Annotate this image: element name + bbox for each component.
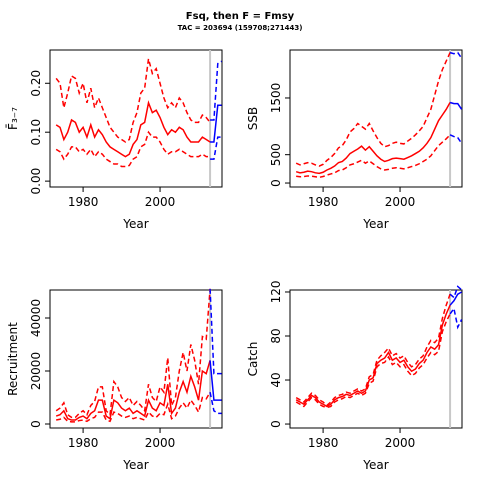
x-tick-label: 2000 [145,195,176,209]
series-line [55,130,211,168]
series-line [295,293,451,407]
series-line [295,313,451,409]
series-line [209,360,222,401]
y-tick-label: 0.10 [29,119,43,146]
x-axis-label: Year [362,458,388,472]
series-line [55,288,211,419]
y-tick-label: 80 [269,328,283,343]
series-line [295,52,451,167]
x-tick-label: 1980 [68,195,99,209]
plot-frame [49,289,223,429]
y-tick-label: 0.20 [29,70,43,97]
plot-frame [289,49,463,188]
y-tick-label: 0 [29,420,43,428]
y-tick-label: 120 [269,281,283,304]
y-axis-label: F̄₃₋₇ [6,107,20,130]
plot-frame [289,289,463,429]
series-line [295,304,451,408]
x-tick-label: 2000 [385,436,416,450]
plot-frame [49,49,223,188]
series-line [55,100,211,158]
panel: 1980 2000 0 500 1500 Year SSB [246,49,463,231]
y-tick-label: 0.00 [29,168,43,195]
series-line [55,360,211,421]
series-line [449,306,463,330]
y-axis-label: SSB [246,107,260,130]
y-axis-label: Recruitment [6,322,20,396]
series-line [296,134,451,179]
series-line [209,392,222,415]
x-tick-label: 2000 [145,436,176,450]
y-tick-label: 0 [269,420,283,428]
series-line [449,134,463,144]
x-axis-label: Year [362,217,388,231]
panel: 1980 2000 0 40 80 120 Year Catch [246,281,463,472]
series-line [55,58,211,143]
x-axis-label: Year [122,458,148,472]
x-tick-label: 1980 [308,195,339,209]
y-tick-label: 40000 [29,299,43,337]
y-tick-label: 1500 [269,83,283,114]
figure-subtitle: TAC = 203694 (159708;271443) [178,24,303,32]
y-tick-label: 20000 [29,352,43,390]
series-line [210,104,222,143]
x-axis-label: Year [122,217,148,231]
series-line [449,291,462,306]
x-tick-label: 1980 [308,436,339,450]
figure-title: Fsq, then F = Fmsy [186,11,295,22]
series-line [210,60,223,121]
series-line [449,101,463,110]
series-line [56,391,211,423]
series-line [210,136,222,160]
y-tick-label: 0 [269,179,283,187]
panel: 1980 2000 0.00 0.10 0.20 Year F̄₃₋₇ [6,49,223,231]
series-line [295,102,451,175]
y-axis-label: Catch [246,342,260,377]
y-tick-label: 500 [269,143,283,166]
series-line [209,288,222,375]
x-tick-label: 2000 [385,195,416,209]
y-tick-label: 40 [269,372,283,387]
series-line [449,51,463,59]
x-tick-label: 1980 [68,436,99,450]
series-line [449,285,463,299]
